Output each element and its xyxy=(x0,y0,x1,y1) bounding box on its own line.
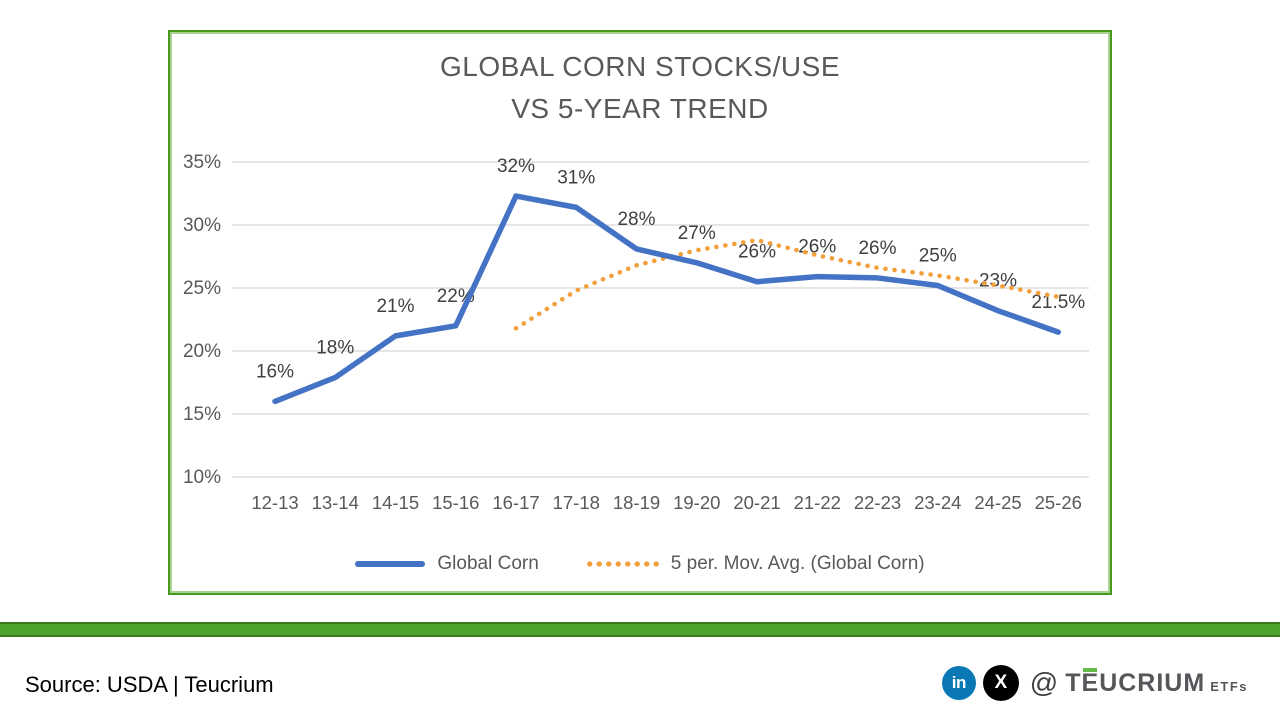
data-label: 26% xyxy=(858,238,896,259)
data-label: 16% xyxy=(256,361,294,382)
x-tick-label: 23-24 xyxy=(914,492,961,513)
legend-label: 5 per. Mov. Avg. (Global Corn) xyxy=(670,553,925,574)
linkedin-icon[interactable]: in xyxy=(941,666,976,700)
data-label: 21.5% xyxy=(1031,292,1085,313)
legend-item: 5 per. Mov. Avg. (Global Corn) xyxy=(584,553,925,575)
series-line-moving-avg xyxy=(513,237,1061,331)
data-label: 28% xyxy=(617,209,655,230)
at-sign: @ xyxy=(1029,667,1059,698)
x-tick-label: 18-19 xyxy=(613,492,660,513)
x-tick-label: 13-14 xyxy=(312,492,359,513)
x-tick-label: 24-25 xyxy=(974,492,1021,513)
chart-title: GLOBAL CORN STOCKS/USE VS 5-YEAR TREND xyxy=(170,46,1110,130)
y-tick-label: 15% xyxy=(183,404,221,425)
gridlines xyxy=(232,161,1089,478)
x-tick-label: 14-15 xyxy=(372,492,419,513)
chart-legend: Global Corn 5 per. Mov. Avg. (Global Corn… xyxy=(170,553,1110,575)
legend-swatch-solid-line xyxy=(355,561,426,567)
x-tick-label: 17-18 xyxy=(553,492,600,513)
data-label: 26% xyxy=(738,242,776,263)
teucrium-wordmark: TEUCRIUM ETFs xyxy=(1065,667,1248,698)
chart-card: 35% 30% 25% 20% 15% 10% 12-13 13-14 14-15 15-16 1… xyxy=(168,30,1112,595)
data-label: 18% xyxy=(316,337,354,358)
data-label: 25% xyxy=(919,245,957,266)
x-twitter-icon[interactable]: X xyxy=(982,665,1019,701)
source-attribution: Source: USDA | Teucrium xyxy=(25,672,274,697)
footer-brand: in X @ TEUCRIUM ETFs xyxy=(941,663,1248,703)
data-label: 23% xyxy=(979,271,1017,292)
series-lines xyxy=(272,193,1061,405)
series-line-global-corn xyxy=(272,193,1061,405)
legend-label: Global Corn xyxy=(437,553,539,574)
y-tick-label: 30% xyxy=(183,215,221,236)
x-tick-label: 22-23 xyxy=(854,492,901,513)
y-tick-label: 10% xyxy=(183,467,221,488)
chart-title-line2: VS 5-YEAR TREND xyxy=(511,93,769,124)
brand-e-green-accent: E xyxy=(1081,667,1100,697)
brand-text: TEUCRIUM xyxy=(1065,667,1206,697)
x-tick-label: 12-13 xyxy=(251,492,298,513)
x-tick-label: 19-20 xyxy=(673,492,720,513)
chart-plot: 35%30%25%20%15%10% 12-13 13-14 14-15 15-16 1… xyxy=(183,152,1089,513)
x-tick-label: 21-22 xyxy=(794,492,841,513)
data-label: 32% xyxy=(497,156,535,177)
data-labels: 16%18%21% 22%32%31%28%27%26% 26% 26% 25%23%2… xyxy=(256,156,1085,382)
green-divider-bar xyxy=(0,622,1280,637)
data-label: 31% xyxy=(557,167,595,188)
x-tick-label: 20-21 xyxy=(733,492,780,513)
chart-title-line1: GLOBAL CORN STOCKS/USE xyxy=(440,51,840,82)
legend-item: Global Corn xyxy=(355,553,539,575)
x-tick-label: 25-26 xyxy=(1035,492,1082,513)
brand-suffix-etfs: ETFs xyxy=(1210,678,1248,694)
data-label: 21% xyxy=(376,296,414,317)
y-tick-label: 25% xyxy=(183,278,221,299)
data-label: 27% xyxy=(678,223,716,244)
y-axis-labels: 35% 30% 25% 20% 15% 10% xyxy=(183,152,221,488)
y-tick-label: 20% xyxy=(183,341,221,362)
x-axis-labels: 12-13 13-14 14-15 15-16 16-17 17-18 18-19 19-20… xyxy=(251,492,1082,513)
y-tick-label: 35% xyxy=(183,152,221,173)
x-tick-label: 15-16 xyxy=(432,492,479,513)
legend-swatch-dotted-line xyxy=(584,561,659,567)
x-tick-label: 16-17 xyxy=(492,492,539,513)
data-label: 26% xyxy=(798,237,836,258)
